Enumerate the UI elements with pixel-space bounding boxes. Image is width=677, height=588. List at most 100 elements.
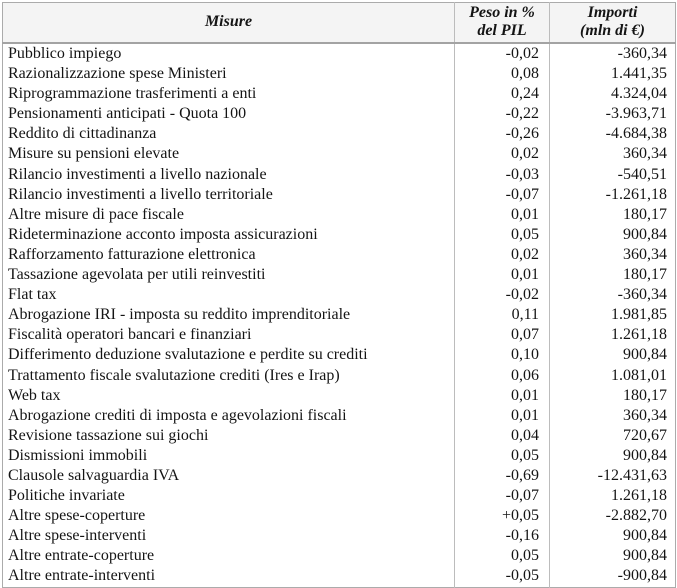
cell-peso: -0,07 [454,486,550,507]
table-row: Web tax 0,01 180,17 [2,385,676,406]
table-row: Misure su pensioni elevate 0,02 360,34 [2,144,676,165]
cell-misura: Misure su pensioni elevate [2,144,455,165]
table-row: Rilancio investimenti a livello territor… [2,184,676,205]
cell-importo: 1.081,01 [611,366,667,384]
cell-importo: 360,34 [623,406,667,424]
cell-peso: 0,02 [454,144,550,165]
cell-misura: Abrogazione IRI - imposta su reddito imp… [2,305,455,326]
cell-misura: Altre entrate-coperture [2,546,455,567]
cell-importo: 1.441,35 [611,65,667,83]
cell-misura: Politiche invariate [2,486,455,507]
cell-peso: +0,05 [454,506,550,527]
cell-importo: 360,34 [623,245,667,263]
table-row: Pensionamenti anticipati - Quota 100 -0,2… [2,104,676,125]
cell-misura: Flat tax [2,285,455,306]
cell-peso: 0,11 [454,305,550,326]
table-row: Rafforzamento fatturazione elettronica 0,… [2,244,676,266]
cell-peso: 0,10 [454,345,550,366]
column-header-misure: Misure [2,2,455,44]
table-row: Altre spese-interventi -0,16 900,84 [2,526,676,547]
cell-importo: -900,84 [617,567,667,585]
cell-importo: 900,84 [623,446,667,464]
cell-importo: 900,84 [623,346,667,364]
cell-peso: 0,24 [454,84,550,105]
cell-peso: 0,01 [454,405,550,426]
cell-peso: 0,04 [454,425,550,446]
cell-importo: 1.261,18 [611,326,667,344]
cell-misura: Clausole salvaguardia IVA [2,465,455,487]
cell-peso: -0,26 [454,124,550,145]
cell-misura: Pubblico impiego [2,43,455,65]
cell-peso: -0,02 [454,43,550,65]
table-row: Tassazione agevolata per utili reinvesti… [2,265,676,286]
cell-importo: -2.882,70 [605,507,667,525]
table-row: Revisione tassazione sui giochi 0,04 720,6… [2,425,676,446]
cell-importo: 720,67 [623,426,667,444]
cell-importo: -4.684,38 [605,125,667,143]
cell-peso: 0,01 [454,385,550,406]
cell-peso: -0,07 [454,184,550,205]
cell-peso: 0,05 [454,224,550,245]
table-row: Differimento deduzione svalutazione e pe… [2,345,676,366]
cell-misura: Rilancio investimenti a livello territor… [2,184,455,205]
cell-peso: 0,01 [454,265,550,286]
table-row: Abrogazione IRI - imposta su reddito imp… [2,305,676,326]
cell-misura: Razionalizzazione spese Ministeri [2,64,455,85]
column-header-importi-sublabel: (mln di €) [580,22,645,39]
cell-importo: -12.431,63 [597,466,667,484]
cell-importo: 900,84 [623,547,667,565]
cell-misura: Differimento deduzione svalutazione e pe… [2,345,455,366]
table-row: Dismissioni immobili 0,05 900,84 [2,445,676,466]
column-header-misure-label: Misure [204,13,253,30]
column-header-peso: Peso in % del PIL [454,2,550,44]
cell-misura: Rilancio investimenti a livello nazional… [2,164,455,185]
cell-importo: 900,84 [623,527,667,545]
cell-peso: -0,05 [454,566,550,588]
table-body: Pubblico impiego -0,02 -360,34 Razionalizza… [2,43,676,588]
cell-misura: Fiscalità operatori bancari e finanziari [2,325,455,346]
cell-misura: Tassazione agevolata per utili reinvesti… [2,265,455,286]
cell-importo: -1.261,18 [605,185,667,203]
cell-misura: Reddito di cittadinanza [2,124,455,145]
table-row: Pubblico impiego -0,02 -360,34 [2,43,676,65]
table-row: Trattamento fiscale svalutazione crediti… [2,365,676,386]
table-row: Riprogrammazione trasferimenti a enti 0,2… [2,84,676,105]
cell-importo: -3.963,71 [605,105,667,123]
table-row: Altre entrate-coperture 0,05 900,84 [2,546,676,567]
cell-misura: Pensionamenti anticipati - Quota 100 [2,104,455,125]
cell-misura: Altre spese-interventi [2,526,455,547]
table-row: Altre misure di pace fiscale 0,01 180,17 [2,204,676,225]
table-row: Razionalizzazione spese Ministeri 0,08 1.4… [2,64,676,85]
table-row: Clausole salvaguardia IVA -0,69 -12.431,63 [2,465,676,487]
cell-importo: 1.981,85 [611,306,667,324]
cell-peso: 0,05 [454,546,550,567]
cell-peso: -0,02 [454,285,550,306]
table-row: Rideterminazione acconto imposta assicur… [2,224,676,245]
cell-peso: -0,69 [454,465,550,487]
cell-importo: 180,17 [623,386,667,404]
table-row: Abrogazione crediti di imposta e agevola… [2,405,676,426]
cell-misura: Abrogazione crediti di imposta e agevola… [2,405,455,426]
cell-misura: Altre misure di pace fiscale [2,204,455,225]
cell-peso: -0,16 [454,526,550,547]
table-row: Reddito di cittadinanza -0,26 -4.684,38 [2,124,676,145]
cell-misura: Rideterminazione acconto imposta assicur… [2,224,455,245]
table-row: Politiche invariate -0,07 1.261,18 [2,486,676,507]
column-header-peso-sublabel: del PIL [477,22,527,39]
table-row: Altre spese-coperture +0,05 -2.882,70 [2,506,676,527]
header-row: Misure Peso in % del PIL Importi (mln di… [2,2,676,44]
table-row: Flat tax -0,02 -360,34 [2,285,676,306]
table-header: Misure Peso in % del PIL Importi (mln di… [2,2,676,44]
cell-misura: Riprogrammazione trasferimenti a enti [2,84,455,105]
cell-peso: 0,02 [454,244,550,266]
cell-misura: Dismissioni immobili [2,445,455,466]
cell-peso: -0,03 [454,164,550,185]
cell-importo: 180,17 [623,205,667,223]
cell-peso: -0,22 [454,104,550,125]
cell-importo: 4.324,04 [611,85,667,103]
cell-importo: -540,51 [617,165,667,183]
table-row: Altre entrate-interventi -0,05 -900,84 [2,566,676,588]
cell-importo: 180,17 [623,266,667,284]
cell-misura: Altre spese-coperture [2,506,455,527]
